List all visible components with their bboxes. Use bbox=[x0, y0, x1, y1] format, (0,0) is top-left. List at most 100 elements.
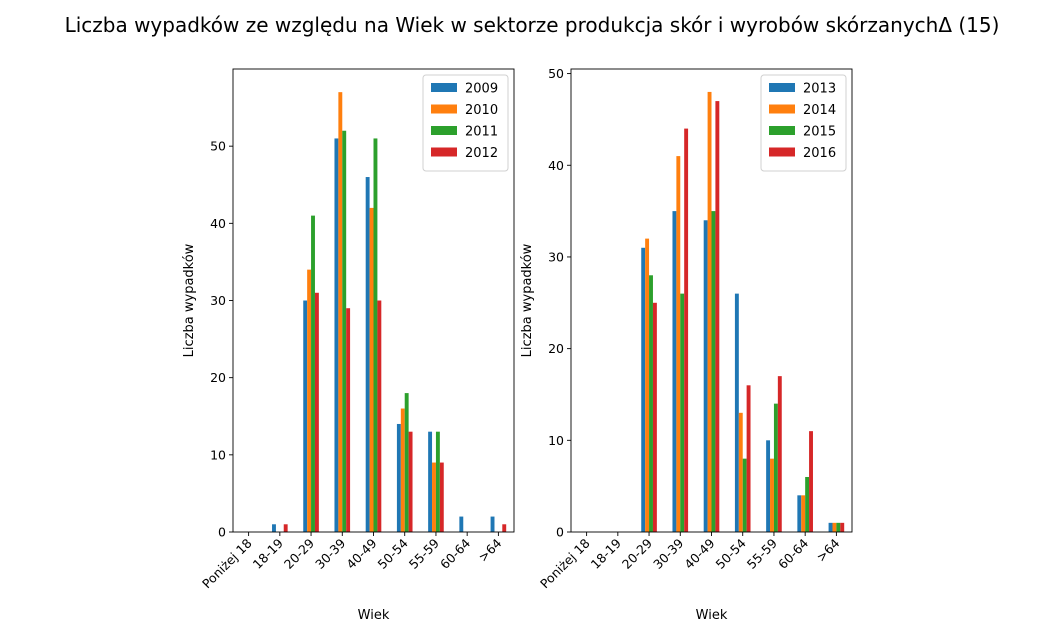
bar-2013-40-49 bbox=[703, 220, 708, 532]
bar-2014-60-64 bbox=[801, 495, 806, 532]
x-tick-label: 60-64 bbox=[437, 535, 473, 571]
bar-2014-55-59 bbox=[770, 458, 774, 532]
bar-series-2009 bbox=[272, 138, 495, 533]
legend-label-2014: 2014 bbox=[803, 103, 836, 118]
bar-2011-30-39 bbox=[342, 130, 347, 532]
bar-2013-20-29 bbox=[641, 247, 646, 533]
bar-2016-40-49 bbox=[715, 101, 720, 532]
bar-series-2011 bbox=[311, 130, 440, 532]
bar-2010-40-49 bbox=[369, 207, 374, 532]
bar-2009-30-39 bbox=[334, 138, 339, 532]
bar-2014->64 bbox=[832, 522, 837, 532]
bar-2015-60-64 bbox=[805, 476, 810, 532]
legend-label-2012: 2012 bbox=[465, 146, 498, 161]
legend-label-2009: 2009 bbox=[465, 82, 498, 97]
bar-2015-55-59 bbox=[773, 403, 778, 532]
bar-2010-20-29 bbox=[307, 269, 312, 532]
x-tick-label: 18-19 bbox=[250, 535, 286, 571]
bar-2010-55-59 bbox=[432, 462, 436, 532]
bar-2014-30-39 bbox=[676, 156, 681, 533]
bar-2016-50-54 bbox=[746, 385, 751, 532]
x-tick-label: 50-54 bbox=[375, 535, 411, 571]
legend-swatch-2010 bbox=[431, 104, 457, 114]
legend-swatch-2013 bbox=[769, 83, 795, 92]
chart-panel-left: 0 10 20 30 40 50 Poniżej 1818-1920-2930-3940-4… bbox=[182, 68, 515, 623]
x-tick-label: 40-49 bbox=[343, 535, 379, 571]
bar-series-2016 bbox=[652, 101, 845, 532]
legend-box bbox=[760, 74, 847, 172]
y-tick-label: 40 bbox=[548, 158, 564, 173]
bar-2016-30-39 bbox=[684, 128, 689, 532]
bar-2014-50-54 bbox=[738, 412, 743, 532]
bar-2015-40-49 bbox=[711, 211, 716, 532]
bar-series-2014 bbox=[645, 91, 837, 533]
y-tick-label: 50 bbox=[210, 139, 226, 154]
bar-series-2012 bbox=[283, 292, 507, 532]
x-tick-label: 20-29 bbox=[281, 535, 317, 571]
bar-2010-30-39 bbox=[338, 92, 343, 533]
bar-2012-30-39 bbox=[346, 308, 351, 532]
x-tick-label: 50-54 bbox=[713, 535, 749, 571]
chart-panel-right: 0 10 20 30 40 50 Poniżej 1818-1920-2930-3940-4… bbox=[520, 66, 853, 623]
legend-swatch-2011 bbox=[431, 126, 457, 135]
x-tick-label: Poniżej 18 bbox=[199, 535, 255, 591]
y-axis-label: Liczba wypadków bbox=[182, 243, 197, 357]
y-tick-label: 30 bbox=[548, 249, 564, 264]
legend-swatch-2009 bbox=[431, 83, 457, 92]
y-tick-label: 0 bbox=[556, 525, 564, 540]
y-tick-label: 10 bbox=[210, 447, 226, 462]
y-tick-label: 50 bbox=[548, 66, 564, 81]
bar-series-2013 bbox=[641, 211, 833, 533]
y-axis-label: Liczba wypadków bbox=[520, 243, 535, 357]
legend-box bbox=[422, 74, 509, 172]
bar-2015->64 bbox=[836, 522, 841, 532]
bar-2015-30-39 bbox=[680, 293, 685, 532]
bar-2009-20-29 bbox=[303, 300, 308, 532]
legend-label-2013: 2013 bbox=[803, 82, 836, 97]
bar-2009->64 bbox=[490, 516, 495, 532]
bar-2011-50-54 bbox=[404, 393, 409, 532]
x-tick-label: 40-49 bbox=[681, 535, 717, 571]
x-tick-label: 30-39 bbox=[650, 535, 686, 571]
bar-2009-60-64 bbox=[459, 516, 464, 532]
bar-2013-55-59 bbox=[766, 440, 771, 532]
bar-2016->64 bbox=[840, 522, 845, 532]
x-axis-label: Wiek bbox=[358, 608, 390, 623]
bar-series-2015 bbox=[649, 211, 841, 532]
legend-swatch-2016 bbox=[769, 147, 795, 157]
bar-2009-18-19 bbox=[272, 524, 276, 532]
bar-2012-40-49 bbox=[377, 300, 382, 532]
bar-2014-40-49 bbox=[707, 91, 712, 533]
legend-swatch-2014 bbox=[769, 104, 795, 114]
bar-2011-55-59 bbox=[435, 431, 440, 532]
x-tick-label: >64 bbox=[475, 535, 504, 564]
legend-swatch-2012 bbox=[431, 147, 457, 157]
y-tick-label: 20 bbox=[548, 341, 564, 356]
legend-label-2011: 2011 bbox=[465, 125, 498, 140]
bar-2016-55-59 bbox=[777, 376, 782, 532]
bar-2012-18-19 bbox=[283, 524, 288, 532]
x-tick-label: 18-19 bbox=[588, 535, 624, 571]
figure-title: Liczba wypadków ze względu na Wiek w sek… bbox=[65, 13, 1000, 37]
y-tick-label: 40 bbox=[210, 216, 226, 231]
x-tick-label: 55-59 bbox=[406, 535, 442, 571]
legend-label-2010: 2010 bbox=[465, 103, 498, 118]
y-tick-label: 0 bbox=[218, 525, 226, 540]
y-tick-label: 10 bbox=[548, 433, 564, 448]
legend-label-2015: 2015 bbox=[803, 125, 836, 140]
bar-2012-20-29 bbox=[314, 292, 319, 532]
bar-2010-50-54 bbox=[400, 408, 405, 532]
bar-2013->64 bbox=[828, 522, 833, 532]
bar-2009-50-54 bbox=[396, 423, 401, 532]
x-axis-label: Wiek bbox=[696, 608, 728, 623]
bar-2011-40-49 bbox=[373, 138, 378, 532]
legend: 2013 2014 2015 2016 bbox=[760, 74, 847, 172]
bar-series-2010 bbox=[307, 92, 436, 533]
bar-2009-40-49 bbox=[365, 177, 370, 533]
bar-2011-20-29 bbox=[311, 215, 315, 532]
bar-2016-60-64 bbox=[809, 431, 813, 532]
x-tick-label: Poniżej 18 bbox=[537, 535, 593, 591]
x-tick-label: 30-39 bbox=[312, 535, 348, 571]
x-tick-label: 20-29 bbox=[619, 535, 655, 571]
